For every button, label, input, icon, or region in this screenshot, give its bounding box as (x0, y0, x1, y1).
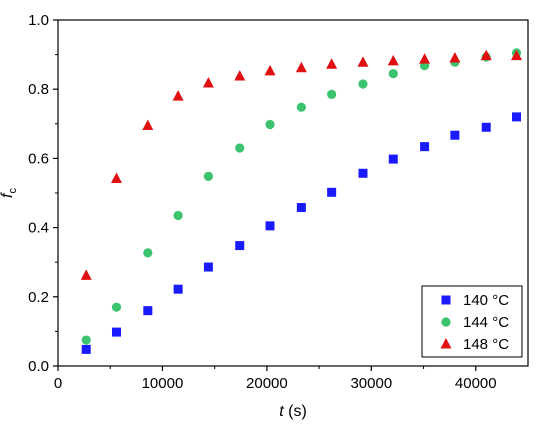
data-point (173, 210, 183, 221)
data-point (142, 119, 154, 131)
data-point (202, 76, 214, 88)
y-tick-label: 0.6 (28, 150, 49, 167)
data-point (388, 69, 398, 79)
legend-label: 140 °C (463, 292, 509, 309)
data-point (480, 49, 492, 61)
data-point (203, 262, 213, 272)
x-axis-variable: t (279, 403, 284, 420)
data-point (173, 284, 183, 294)
data-point (327, 187, 337, 197)
data-point (295, 61, 307, 73)
x-axis-label: t (s) (279, 403, 307, 420)
data-point (235, 143, 245, 153)
data-point (235, 241, 245, 251)
data-point (80, 269, 92, 280)
data-point (358, 168, 368, 178)
data-point (296, 203, 306, 213)
legend-label: 144 °C (463, 314, 509, 331)
y-axis-label: fc (0, 188, 19, 198)
data-point (358, 79, 368, 89)
data-point (327, 89, 337, 99)
y-tick-label: 0.8 (28, 81, 49, 98)
data-point (172, 90, 184, 101)
y-axis-subscript: c (7, 188, 19, 194)
legend-box (421, 285, 523, 358)
data-point (512, 112, 522, 122)
legend: 140 °C 144 °C 148 °C (421, 285, 523, 358)
series-1 (81, 112, 522, 354)
data-point (111, 327, 121, 337)
y-axis-variable: f (0, 192, 16, 198)
data-point (449, 52, 461, 63)
y-tick-label: 0.2 (28, 289, 49, 306)
data-point (203, 171, 213, 181)
x-axis: 0 10000 20000 30000 40000 (54, 366, 497, 392)
data-point (264, 64, 276, 76)
data-point (388, 154, 398, 164)
data-point (481, 122, 491, 132)
data-point (296, 102, 306, 112)
x-axis-unit: (s) (288, 403, 307, 420)
data-point (265, 221, 275, 231)
y-tick-label: 0.0 (28, 358, 49, 375)
y-axis: 0.0 0.2 0.4 0.6 0.8 1.0 (28, 12, 58, 375)
data-point (143, 248, 153, 258)
x-tick-label: 10000 (142, 375, 184, 392)
data-point (81, 344, 91, 354)
x-tick-label: 0 (54, 375, 62, 392)
series-3 (80, 49, 523, 280)
data-point (511, 49, 523, 61)
data-point (143, 306, 153, 316)
data-point (357, 56, 369, 67)
y-tick-label: 1.0 (28, 12, 49, 29)
data-point (81, 335, 91, 345)
data-point (450, 130, 460, 140)
data-point (265, 119, 275, 130)
data-point (326, 58, 338, 69)
x-tick-label: 30000 (350, 375, 392, 392)
legend-marker (441, 317, 451, 327)
data-markers (80, 48, 523, 354)
data-point (387, 54, 399, 66)
x-tick-label: 20000 (246, 375, 288, 392)
data-point (111, 302, 122, 312)
y-tick-label: 0.4 (28, 220, 49, 237)
data-point (420, 142, 430, 152)
legend-marker (440, 338, 452, 349)
x-tick-label: 40000 (455, 375, 497, 392)
data-point (110, 172, 122, 183)
legend-label: 148 °C (463, 336, 509, 353)
legend-marker (441, 295, 451, 305)
data-point (234, 70, 246, 81)
data-point (419, 53, 431, 64)
